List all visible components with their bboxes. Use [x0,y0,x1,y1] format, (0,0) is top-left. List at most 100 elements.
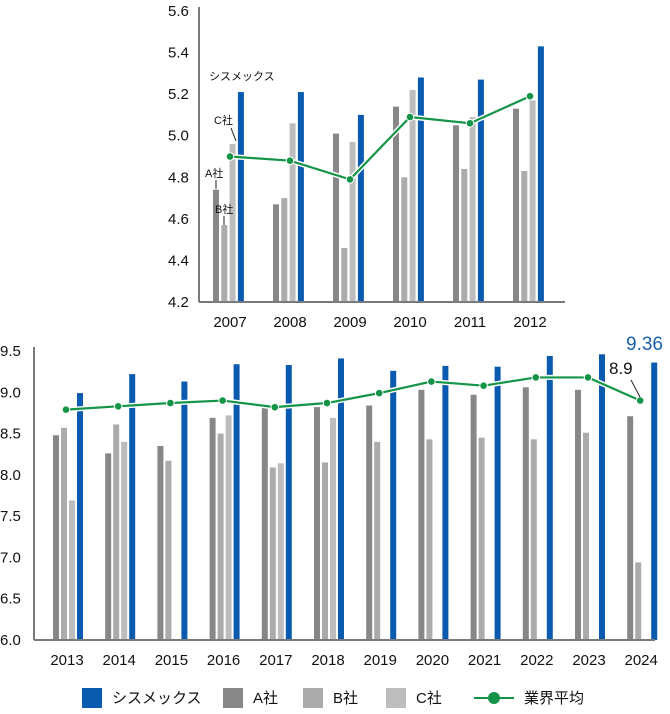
x-tick-label: 2017 [259,652,292,669]
x-tick-label: 2014 [103,652,136,669]
bar [129,374,136,640]
avg-point [427,377,436,386]
avg-point [322,398,332,408]
bar [470,394,477,640]
avg-point [345,175,355,184]
legend-item-c: C社 [386,687,442,708]
avg-2024-value-label: 8.9 [609,359,633,378]
bar [409,89,416,302]
avg-point [583,373,593,382]
x-tick-label: 2007 [213,314,246,331]
bar [237,92,244,302]
legend-swatch-a [223,687,243,708]
bar [418,389,425,640]
y-tick-label: 5.2 [168,86,189,103]
bar [461,168,468,302]
bar [289,123,296,302]
bar [314,407,320,640]
bar [393,106,399,302]
y-tick-label: 4.6 [168,211,189,228]
annotation-leader [230,127,237,142]
bar [69,500,75,640]
legend-item-avg: 業界平均 [474,687,584,708]
y-tick-label: 4.2 [168,294,189,311]
legend-line-marker-icon [474,688,514,708]
bar [61,427,67,640]
avg-point [465,118,475,128]
bar [285,365,292,640]
bar [113,424,120,640]
bar [521,171,528,302]
y-tick-label: 8.5 [0,426,21,443]
bar [297,92,304,302]
x-tick-label: 2022 [520,652,553,669]
annotation-c: C社 [214,113,233,127]
bar [221,225,228,302]
bar [269,467,276,640]
avg-line-halo [229,93,532,183]
avg-point [479,381,488,390]
x-tick-label: 2010 [393,314,426,331]
sysmex-2024-value-label: 9.36 [626,334,663,355]
avg-point [374,388,384,398]
annotation-b: B社 [215,202,233,216]
bar [349,141,356,302]
bar [426,439,433,640]
y-tick-label: 7.0 [0,549,21,566]
x-tick-label: 2008 [273,314,306,331]
avg-point [218,396,227,405]
bar [157,445,164,640]
legend: シスメックス A社 B社 C社 業界平均 [0,683,670,713]
y-tick-label: 6.0 [0,632,21,649]
avg-point [285,156,295,165]
avg-point [113,402,123,411]
bar [366,405,373,640]
bar [599,354,605,640]
legend-swatch-sysmex [82,687,102,708]
avg-point [61,405,71,414]
legend-item-b: B社 [303,687,358,708]
bar [513,108,519,302]
legend-label: シスメックス [112,690,202,707]
y-tick-label: 5.6 [168,3,189,20]
avg-point [635,396,645,405]
top-chart-2007-2012: 4.2 4.4 4.6 4.8 5.0 5.2 5.4 5.6 2007 2008 2009 2010… [168,3,565,331]
legend-label: A社 [253,690,279,707]
bar [357,114,364,302]
bottom-chart-2013-2024: 6.0 6.5 7.0 7.5 8.0 8.5 9.0 9.5 2013 2014 2015 2016… [0,334,663,669]
legend-label: C社 [416,690,442,707]
bar [105,453,112,640]
annotation-leader [630,379,641,398]
x-tick-label: 2019 [364,652,397,669]
bar [537,46,544,303]
bar [494,366,501,640]
bar [213,189,219,302]
avg-line [65,376,641,411]
bar [575,389,581,640]
avg-line [229,95,531,181]
bar [330,417,336,640]
legend-swatch-b [303,687,323,708]
y-tick-label: 6.5 [0,591,21,608]
legend-label: B社 [333,690,359,707]
avg-point [531,373,541,382]
y-tick-label: 5.0 [168,128,189,145]
bar [469,117,476,302]
legend-label: 業界平均 [524,690,585,707]
y-tick-label: 7.5 [0,508,21,525]
bar [181,381,188,640]
bar [478,437,485,640]
bar [417,77,424,302]
legend-swatch-c [386,687,406,708]
y-tick-label: 9.5 [0,343,21,360]
bar [333,133,339,302]
avg-point [525,91,535,101]
bar [273,204,279,302]
bar [261,407,268,640]
bar [77,393,83,640]
bar [522,387,529,640]
x-tick-label: 2013 [50,652,83,669]
bar [121,441,128,640]
x-tick-label: 2009 [333,314,366,331]
x-tick-label: 2021 [468,652,501,669]
